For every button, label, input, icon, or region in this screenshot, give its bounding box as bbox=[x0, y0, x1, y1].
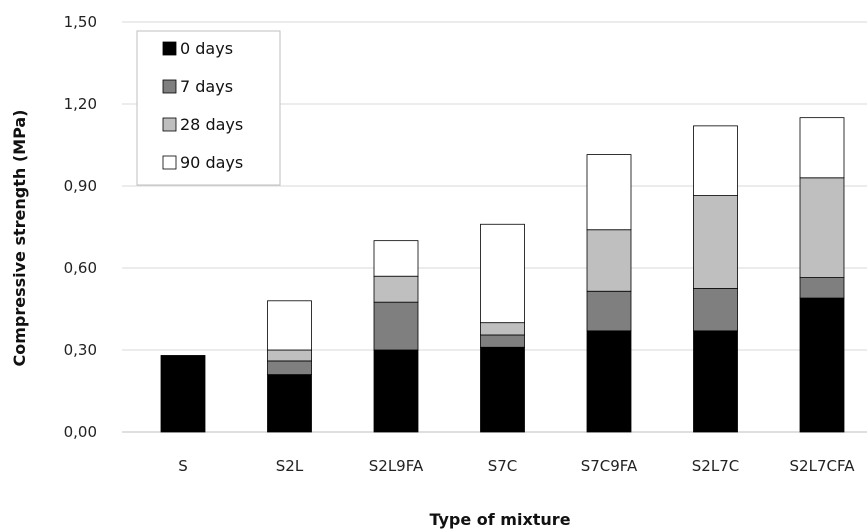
bar-segment bbox=[480, 223, 525, 324]
y-tick-label: 1,20 bbox=[64, 95, 97, 113]
legend-label: 28 days bbox=[180, 115, 243, 134]
x-tick-label: S7C bbox=[488, 457, 518, 475]
bar-series bbox=[160, 117, 845, 433]
y-tick-label: 1,50 bbox=[64, 13, 97, 31]
bar-segment bbox=[799, 177, 845, 278]
legend-label: 0 days bbox=[180, 39, 233, 58]
x-axis-ticks: S S2L S2L9FA S7C S7C9FA S2L7C S2L7CFA bbox=[178, 457, 855, 475]
bar-segment bbox=[267, 360, 312, 375]
bar-segment bbox=[480, 322, 525, 336]
bar-segment bbox=[693, 288, 738, 332]
bar-segment bbox=[586, 154, 632, 231]
legend-swatch bbox=[162, 117, 177, 132]
y-tick-label: 0,60 bbox=[64, 259, 97, 277]
y-tick-label: 0,90 bbox=[64, 177, 97, 195]
bar-segment bbox=[586, 330, 632, 433]
bar-segment bbox=[267, 300, 312, 351]
bar-segment bbox=[693, 125, 738, 196]
y-axis-title: Compressive strength (MPa) bbox=[10, 110, 29, 367]
bar-segment bbox=[799, 277, 845, 299]
bar-segment bbox=[373, 275, 419, 303]
bar-segment bbox=[373, 301, 419, 351]
x-axis-title: Type of mixture bbox=[429, 510, 570, 529]
bar-segment bbox=[160, 355, 206, 433]
x-tick-label: S bbox=[178, 457, 188, 475]
bar-segment bbox=[267, 374, 312, 433]
legend-swatch bbox=[162, 79, 177, 94]
y-axis-ticks: 0,00 0,30 0,60 0,90 1,20 1,50 bbox=[64, 13, 97, 441]
legend-label: 7 days bbox=[180, 77, 233, 96]
x-tick-label: S2L9FA bbox=[369, 457, 424, 475]
y-tick-label: 0,30 bbox=[64, 341, 97, 359]
bar-segment bbox=[693, 330, 738, 433]
legend-label: 90 days bbox=[180, 153, 243, 172]
x-tick-label: S2L bbox=[276, 457, 304, 475]
legend: 0 days 7 days 28 days 90 days bbox=[136, 30, 281, 186]
x-tick-label: S2L7C bbox=[692, 457, 739, 475]
bar-segment bbox=[799, 117, 845, 179]
bar-segment bbox=[586, 229, 632, 292]
bar-segment bbox=[799, 297, 845, 433]
bar-segment bbox=[480, 334, 525, 348]
legend-swatch bbox=[162, 155, 177, 170]
bar-segment bbox=[586, 290, 632, 332]
bar-segment bbox=[267, 349, 312, 362]
bar-segment bbox=[693, 195, 738, 289]
x-tick-label: S2L7CFA bbox=[790, 457, 856, 475]
bar-segment bbox=[373, 240, 419, 277]
legend-box bbox=[136, 30, 281, 186]
y-tick-label: 0,00 bbox=[64, 423, 97, 441]
bar-segment bbox=[480, 346, 525, 433]
bar-segment bbox=[373, 349, 419, 433]
legend-swatch bbox=[162, 41, 177, 56]
x-tick-label: S7C9FA bbox=[581, 457, 638, 475]
